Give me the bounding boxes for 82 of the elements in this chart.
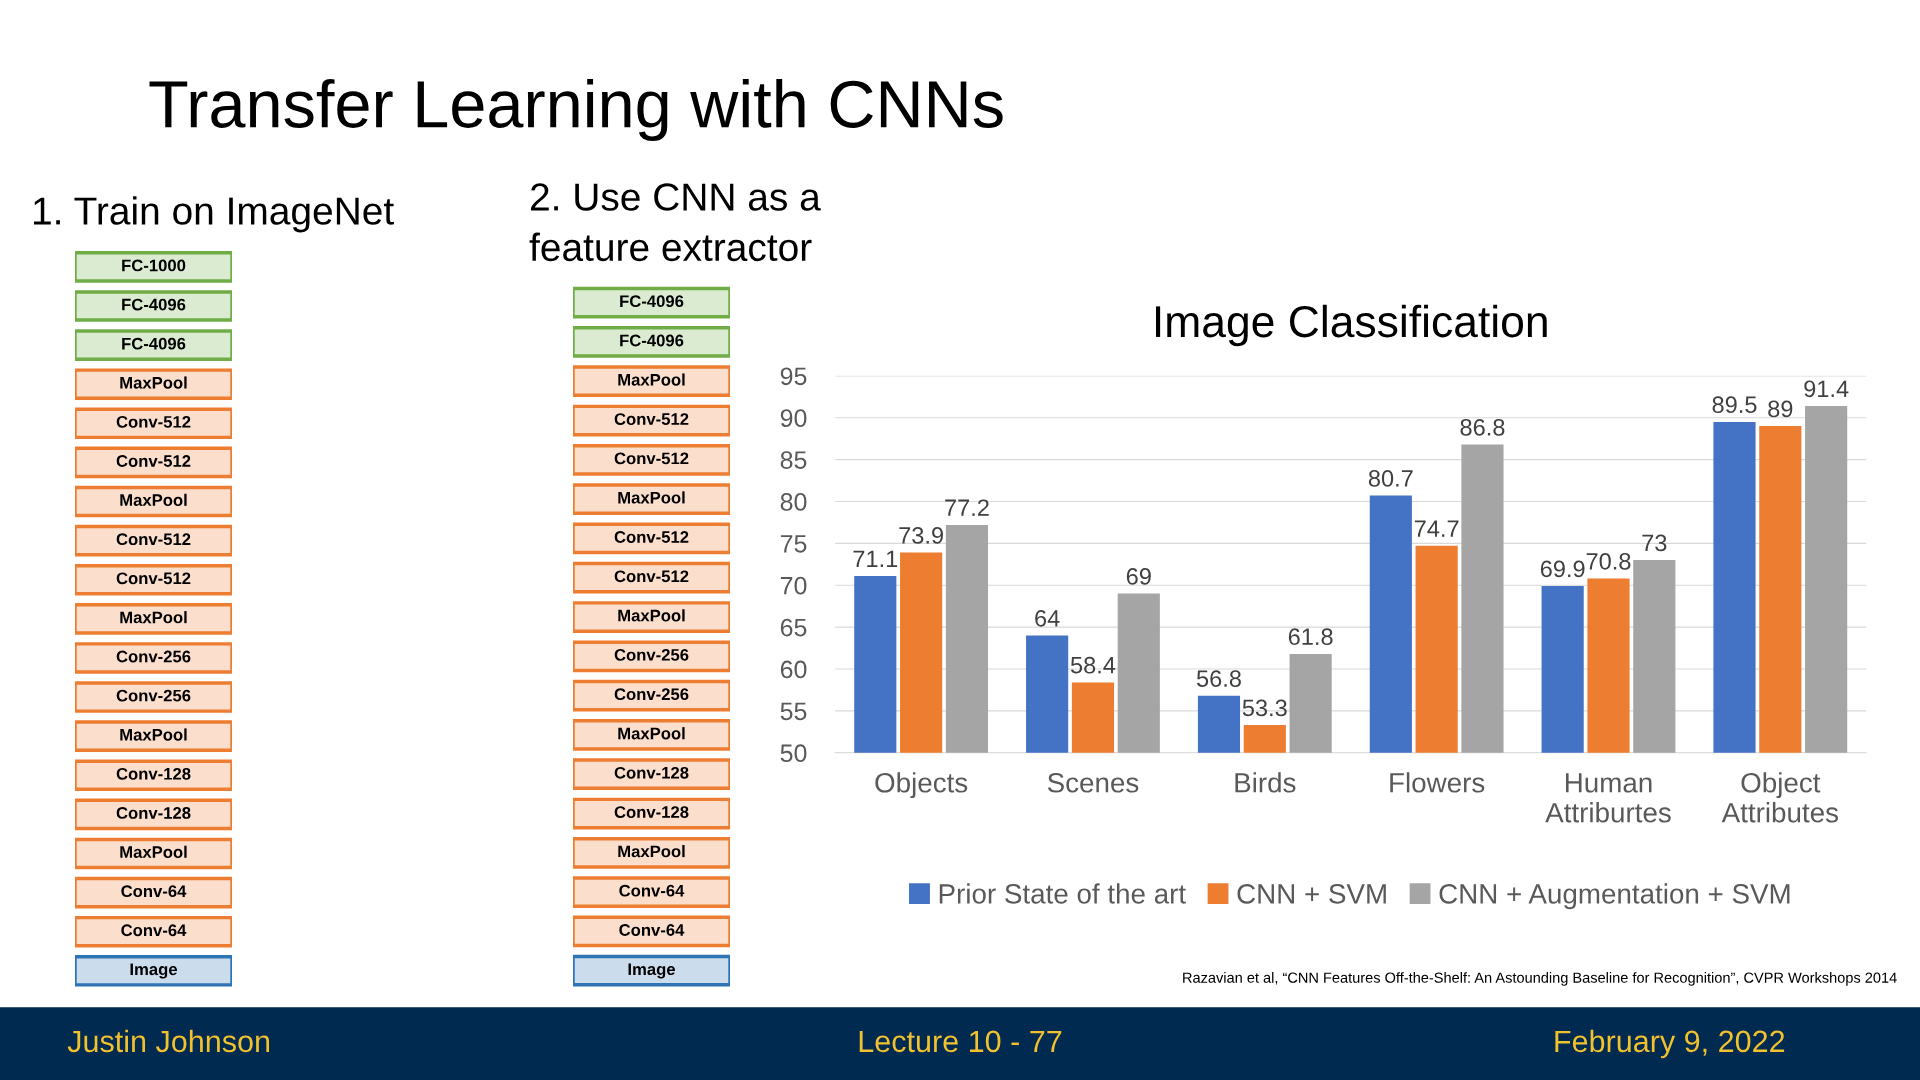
y-tick-label: 55 — [780, 702, 807, 721]
y-tick-label: 80 — [780, 493, 807, 511]
legend-label: Prior State of the art — [939, 883, 1186, 904]
data-label: 64 — [1035, 609, 1060, 627]
text: MaxPool — [120, 728, 187, 741]
x-tick-label: Objects — [875, 772, 968, 799]
text: Conv-512 — [614, 531, 689, 543]
text: Conv-64 — [619, 884, 685, 897]
data-label: 86.8 — [1460, 418, 1505, 436]
x-tick-label: Object Attributes — [1721, 772, 1838, 823]
x-tick-label: Human Attriburtes — [1545, 773, 1671, 823]
text: Conv-512 — [614, 413, 689, 425]
text: Transfer Learning with CNNs — [149, 78, 1003, 142]
legend-label: CNN + Augmentation + SVM — [1439, 883, 1790, 910]
data-label: 71.1 — [853, 550, 898, 567]
text: FC-4096 — [122, 298, 186, 311]
y-tick-label: 75 — [780, 535, 807, 553]
text: Conv-512 — [116, 572, 191, 585]
text: Conv-256 — [614, 688, 689, 701]
data-label: 74.7 — [1414, 520, 1459, 537]
text: MaxPool — [120, 611, 187, 624]
text: Conv-128 — [614, 806, 689, 818]
y-tick-label: 90 — [780, 409, 807, 428]
text: Conv-64 — [121, 885, 187, 898]
text: FC-4096 — [620, 295, 684, 308]
text: MaxPool — [618, 491, 685, 504]
text: MaxPool — [120, 493, 187, 506]
data-label: 58.4 — [1070, 656, 1116, 674]
text: FC-4096 — [620, 334, 684, 347]
text: Conv-512 — [614, 570, 689, 583]
text: MaxPool — [120, 845, 187, 858]
text: Image — [628, 963, 676, 979]
x-tick-label: Scenes — [1047, 772, 1139, 793]
data-label: 69.9 — [1540, 560, 1585, 578]
data-label: 61.8 — [1288, 628, 1333, 646]
text: Conv-512 — [116, 415, 191, 428]
x-tick-label: Birds — [1235, 772, 1296, 793]
data-label: 77.2 — [945, 499, 989, 516]
data-label: 89 — [1768, 400, 1793, 418]
text: MaxPool — [618, 373, 685, 386]
chart-title: Image Classification — [1155, 304, 1547, 347]
text: MaxPool — [120, 376, 187, 389]
text: Lecture 10 - 77 — [859, 1030, 1062, 1053]
y-tick-label: 70 — [780, 576, 807, 595]
y-tick-label: 65 — [780, 618, 807, 637]
legend-label: CNN + SVM — [1237, 884, 1386, 904]
y-tick-label: 50 — [780, 744, 807, 763]
y-tick-label: 85 — [780, 451, 807, 469]
text: Conv-256 — [116, 689, 191, 702]
text: Conv-64 — [619, 924, 685, 936]
data-label: 91.4 — [1804, 380, 1849, 398]
text: Justin Johnson — [67, 1029, 270, 1053]
text: Conv-256 — [116, 650, 191, 663]
data-label: 80.7 — [1368, 470, 1413, 487]
data-label: 73.9 — [899, 527, 943, 544]
text: Conv-64 — [121, 924, 187, 937]
text: MaxPool — [618, 845, 685, 858]
data-label: 89.5 — [1712, 396, 1757, 414]
text: Conv-512 — [614, 452, 689, 465]
text: Conv-128 — [116, 767, 191, 780]
y-tick-label: 60 — [780, 660, 807, 679]
x-tick-label: Flowers — [1390, 772, 1485, 793]
text: FC-1000 — [122, 259, 186, 272]
y-tick-label: 95 — [780, 367, 807, 386]
data-label: 73 — [1642, 534, 1667, 552]
text: MaxPool — [618, 727, 685, 740]
text: Image — [130, 963, 178, 979]
text: Conv-128 — [116, 807, 191, 819]
data-label: 53.3 — [1242, 699, 1287, 717]
text: Conv-256 — [614, 648, 689, 661]
text: FC-4096 — [122, 337, 186, 350]
data-label: 70.8 — [1586, 552, 1631, 570]
text: Razavian et al, “CNN Features Off-the-Shelf: An Astounding Baseline for Recognition”, CVPR Workshops 2014 — [1183, 972, 1897, 986]
text: Conv-512 — [116, 533, 191, 546]
data-label: 56.8 — [1196, 670, 1241, 687]
text: Conv-128 — [614, 766, 689, 779]
data-label: 69 — [1126, 568, 1151, 585]
text: MaxPool — [618, 609, 685, 622]
text: Conv-512 — [116, 455, 191, 467]
text: 2. Use CNN as a feature extractor — [529, 183, 821, 262]
text: February 9, 2022 — [1555, 1029, 1785, 1059]
text: 1. Train on ImageNet — [34, 196, 394, 233]
